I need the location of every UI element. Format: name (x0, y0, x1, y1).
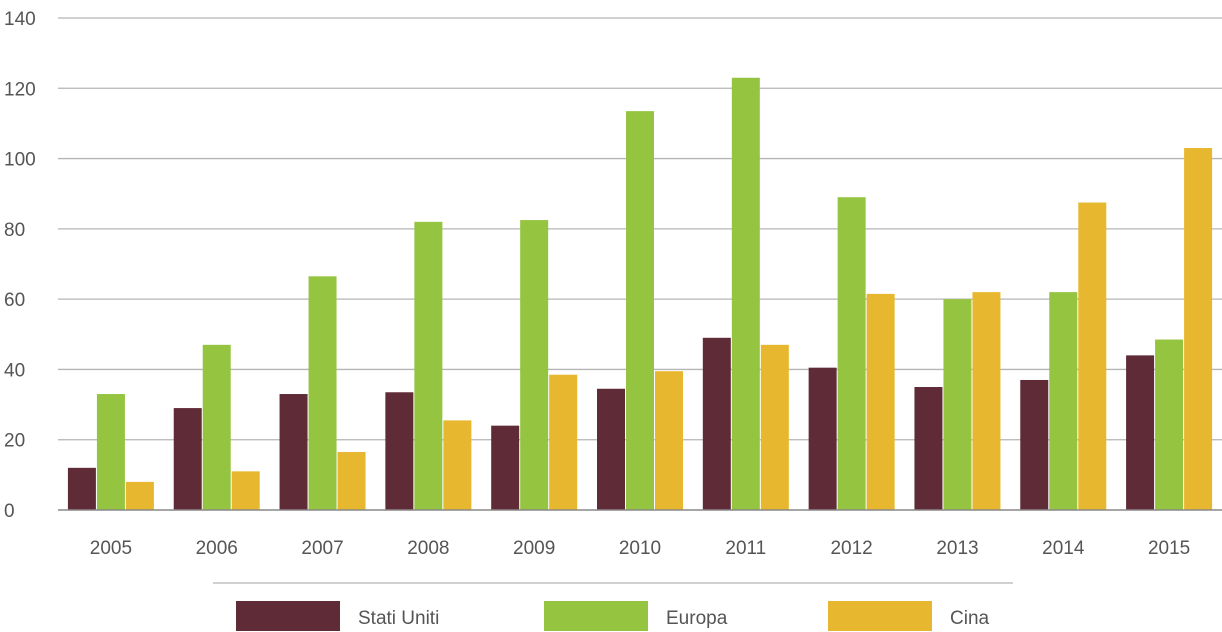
y-tick-label: 140 (4, 9, 36, 30)
bar-europa-2013 (943, 299, 972, 510)
bar-cina-2014 (1078, 202, 1107, 510)
bar-europa-2009 (520, 220, 549, 511)
bar-cina-2013 (972, 292, 1001, 510)
y-tick-label: 100 (4, 150, 36, 171)
bar-europa-2015 (1155, 339, 1184, 510)
x-tick-label: 2010 (619, 538, 661, 559)
bar-stati-uniti-2008 (385, 392, 414, 510)
x-tick-label: 2015 (1148, 538, 1190, 559)
legend-label: Stati Uniti (358, 608, 439, 629)
bar-cina-2009 (549, 374, 578, 510)
bar-cina-2015 (1184, 148, 1213, 510)
legend-swatch-stati-uniti (236, 601, 340, 631)
y-tick-label: 80 (4, 220, 25, 241)
y-tick-label: 0 (4, 501, 15, 522)
bar-cina-2006 (231, 471, 260, 510)
bar-stati-uniti-2011 (702, 337, 731, 510)
legend-swatch-europa (544, 601, 648, 631)
bars (67, 77, 1213, 511)
legend-label: Cina (950, 608, 990, 629)
bar-cina-2010 (655, 371, 683, 510)
x-tick-label: 2012 (830, 538, 872, 559)
bar-europa-2008 (414, 221, 443, 511)
x-axis-ticks: 2005 2006 2007 2008 2009 2010 2011 2012 2013 2014… (90, 538, 1190, 559)
bar-stati-uniti-2012 (808, 367, 837, 510)
bar-stati-uniti-2013 (914, 387, 943, 510)
bar-cina-2012 (866, 293, 895, 510)
bar-stati-uniti-2005 (67, 467, 96, 510)
legend-swatch-cina (828, 601, 932, 631)
y-axis-ticks: 0 20 40 60 80 100 120 140 (4, 9, 36, 522)
bar-europa-2007 (308, 276, 337, 510)
bar-europa-2014 (1049, 292, 1078, 510)
y-tick-label: 120 (4, 79, 36, 100)
bar-cina-2007 (337, 452, 366, 510)
x-tick-label: 2009 (513, 538, 555, 559)
x-tick-label: 2005 (90, 538, 132, 559)
bar-europa-2005 (96, 394, 125, 510)
x-tick-label: 2008 (407, 538, 449, 559)
legend: Stati Uniti Europa Cina (236, 601, 990, 631)
bar-stati-uniti-2014 (1020, 379, 1049, 510)
bar-cina-2008 (443, 420, 472, 510)
x-tick-label: 2013 (936, 538, 978, 559)
bar-europa-2006 (202, 344, 231, 510)
x-tick-label: 2014 (1042, 538, 1085, 559)
legend-label: Europa (666, 608, 728, 629)
x-tick-label: 2006 (196, 538, 238, 559)
x-tick-label: 2007 (301, 538, 343, 559)
bar-stati-uniti-2015 (1126, 355, 1155, 510)
bar-stati-uniti-2007 (279, 394, 308, 510)
bar-europa-2011 (731, 77, 760, 510)
y-tick-label: 40 (4, 360, 25, 381)
y-tick-label: 60 (4, 290, 25, 311)
bar-cina-2005 (125, 481, 154, 510)
bar-europa-2010 (626, 111, 654, 510)
bar-stati-uniti-2010 (597, 388, 625, 510)
bar-cina-2011 (760, 344, 789, 510)
bar-europa-2012 (837, 197, 866, 510)
bar-stati-uniti-2009 (491, 425, 520, 510)
y-tick-label: 20 (4, 431, 25, 452)
bar-stati-uniti-2006 (173, 408, 202, 510)
x-tick-label: 2011 (725, 538, 766, 559)
